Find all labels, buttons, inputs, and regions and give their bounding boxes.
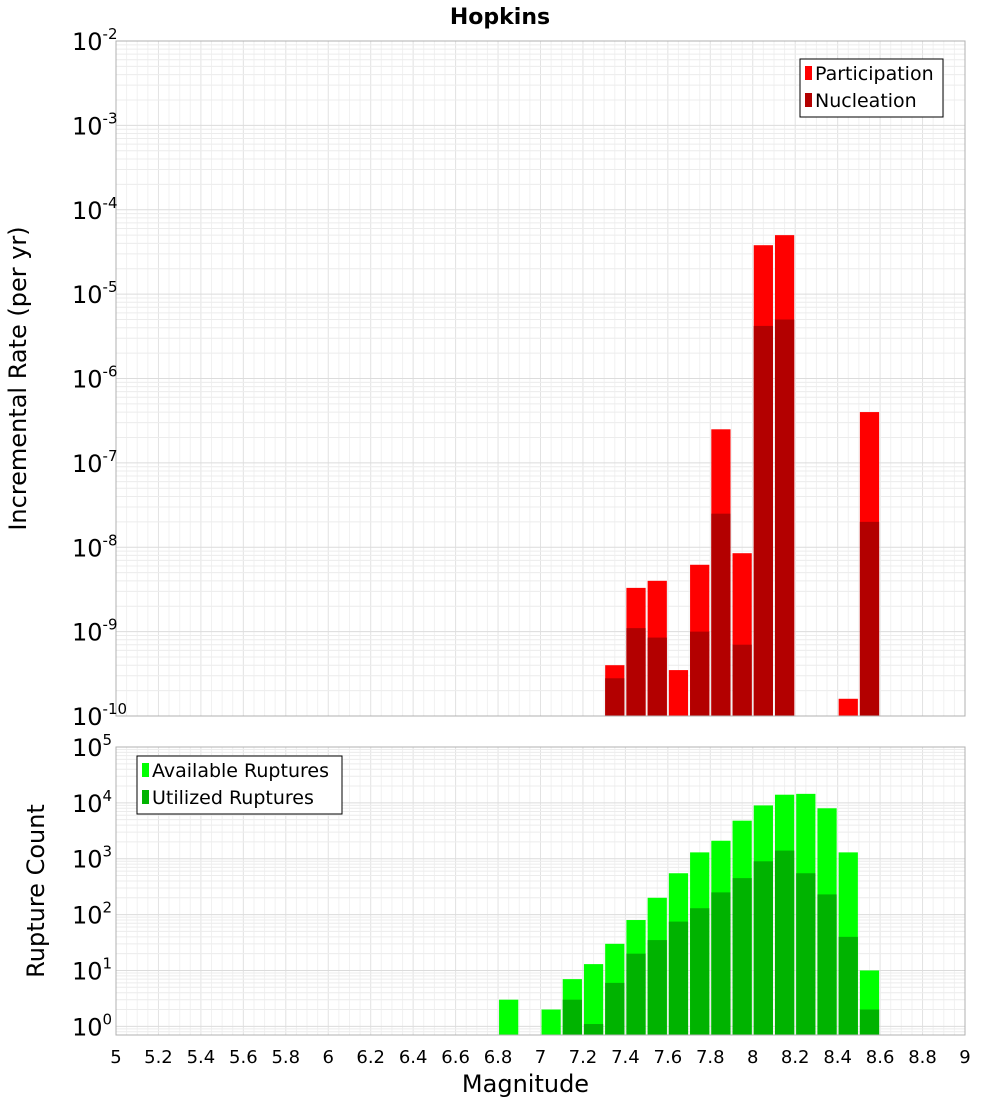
bar bbox=[817, 894, 837, 1035]
x-tick-label: 7.2 bbox=[569, 1047, 598, 1068]
legend: Participation Nucleation bbox=[799, 58, 944, 118]
x-tick-label: 8.8 bbox=[908, 1047, 937, 1068]
y-tick-label: 10-5 bbox=[72, 278, 118, 309]
legend-swatch bbox=[142, 763, 149, 777]
bar bbox=[647, 940, 667, 1035]
x-tick-label: 7.8 bbox=[696, 1047, 725, 1068]
bar bbox=[647, 637, 667, 716]
x-tick-label: 6.6 bbox=[441, 1047, 470, 1068]
x-tick-label: 5.2 bbox=[144, 1047, 173, 1068]
x-axis-title: Magnitude bbox=[462, 1070, 589, 1098]
legend-swatch bbox=[142, 790, 149, 804]
bar bbox=[711, 892, 731, 1035]
y-tick-labels: 10-10 10-9 10-8 10-7 10-6 10-5 10-4 10-3 10-2 bbox=[72, 25, 127, 731]
x-tick-label: 8.2 bbox=[781, 1047, 810, 1068]
bar bbox=[583, 1024, 604, 1035]
legend-label: Available Ruptures bbox=[152, 760, 329, 782]
plot-area-border bbox=[115, 746, 966, 1036]
x-tick-label: 8 bbox=[747, 1047, 758, 1068]
x-tick-label: 6.2 bbox=[356, 1047, 385, 1068]
y-tick-label: 10-10 bbox=[72, 700, 127, 731]
bar bbox=[605, 678, 625, 716]
bar bbox=[859, 1009, 880, 1035]
bar bbox=[690, 908, 710, 1035]
series-nucleation bbox=[605, 319, 880, 716]
y-axis-title: Incremental Rate (per yr) bbox=[4, 226, 32, 530]
legend-swatch bbox=[805, 93, 812, 107]
y-tick-label: 103 bbox=[72, 843, 112, 874]
chart-title: Hopkins bbox=[450, 5, 550, 30]
x-tick-label: 5.6 bbox=[229, 1047, 258, 1068]
rupture-count-panel: 100 101 102 103 104 105 Rupture Count 5 5.2 5.4 5.… bbox=[22, 731, 971, 1098]
legend-label: Nucleation bbox=[815, 90, 917, 112]
bar bbox=[668, 921, 689, 1035]
y-tick-label: 105 bbox=[72, 731, 112, 762]
legend: Available Ruptures Utilized Ruptures bbox=[136, 755, 343, 815]
bar bbox=[732, 878, 752, 1035]
legend-swatch bbox=[805, 66, 812, 80]
y-tick-labels: 100 101 102 103 104 105 bbox=[72, 731, 112, 1041]
bar bbox=[859, 521, 880, 716]
y-tick-label: 104 bbox=[72, 787, 112, 818]
bar bbox=[753, 325, 773, 716]
participation-nucleation-panel: 10-10 10-9 10-8 10-7 10-6 10-5 10-4 10-3 10-2 Inc… bbox=[4, 25, 966, 731]
y-tick-label: 10-2 bbox=[72, 25, 118, 56]
bar bbox=[562, 999, 582, 1035]
y-tick-label: 10-3 bbox=[72, 109, 118, 140]
x-tick-label: 7 bbox=[535, 1047, 546, 1068]
bar bbox=[626, 628, 646, 716]
bar bbox=[838, 698, 858, 716]
y-tick-label: 10-7 bbox=[72, 447, 118, 478]
series-utilized-ruptures bbox=[562, 850, 880, 1035]
y-tick-label: 101 bbox=[72, 954, 112, 985]
gridlines bbox=[115, 40, 966, 717]
bar bbox=[796, 873, 816, 1035]
y-tick-label: 102 bbox=[72, 899, 112, 930]
bar bbox=[711, 513, 731, 716]
legend-label: Utilized Ruptures bbox=[152, 787, 314, 809]
x-tick-label: 5 bbox=[110, 1047, 121, 1068]
x-tick-label: 7.4 bbox=[611, 1047, 640, 1068]
x-tick-label: 8.4 bbox=[823, 1047, 852, 1068]
x-tick-label: 6 bbox=[323, 1047, 334, 1068]
bar bbox=[690, 631, 710, 716]
x-tick-label: 5.4 bbox=[187, 1047, 216, 1068]
x-tick-label: 9 bbox=[959, 1047, 970, 1068]
x-tick-label: 7.6 bbox=[654, 1047, 683, 1068]
y-tick-label: 100 bbox=[72, 1010, 112, 1041]
bar bbox=[605, 982, 625, 1035]
legend-box bbox=[799, 58, 944, 118]
plot-area-border bbox=[115, 40, 966, 717]
bar bbox=[774, 850, 795, 1035]
legend-box bbox=[136, 755, 343, 815]
x-tick-label: 8.6 bbox=[866, 1047, 895, 1068]
y-axis-title: Rupture Count bbox=[22, 804, 50, 978]
legend-label: Participation bbox=[815, 63, 934, 85]
x-tick-label: 5.8 bbox=[271, 1047, 300, 1068]
bar bbox=[626, 953, 646, 1035]
y-tick-label: 10-9 bbox=[72, 616, 118, 647]
x-tick-label: 6.8 bbox=[484, 1047, 513, 1068]
bar bbox=[774, 319, 795, 716]
bar bbox=[541, 1009, 561, 1035]
y-tick-label: 10-4 bbox=[72, 194, 118, 225]
bar bbox=[838, 936, 858, 1035]
bar bbox=[732, 644, 752, 716]
bar bbox=[499, 999, 519, 1035]
y-tick-label: 10-8 bbox=[72, 531, 118, 562]
y-tick-label: 10-6 bbox=[72, 363, 118, 394]
bar bbox=[753, 861, 773, 1035]
x-tick-label: 6.4 bbox=[399, 1047, 428, 1068]
x-tick-labels: 5 5.2 5.4 5.6 5.8 6 6.2 6.4 6.6 6.8 7 7.2 7.4 7.6 7.8 8… bbox=[110, 1047, 970, 1068]
bar bbox=[583, 964, 604, 1035]
bar bbox=[668, 670, 689, 716]
